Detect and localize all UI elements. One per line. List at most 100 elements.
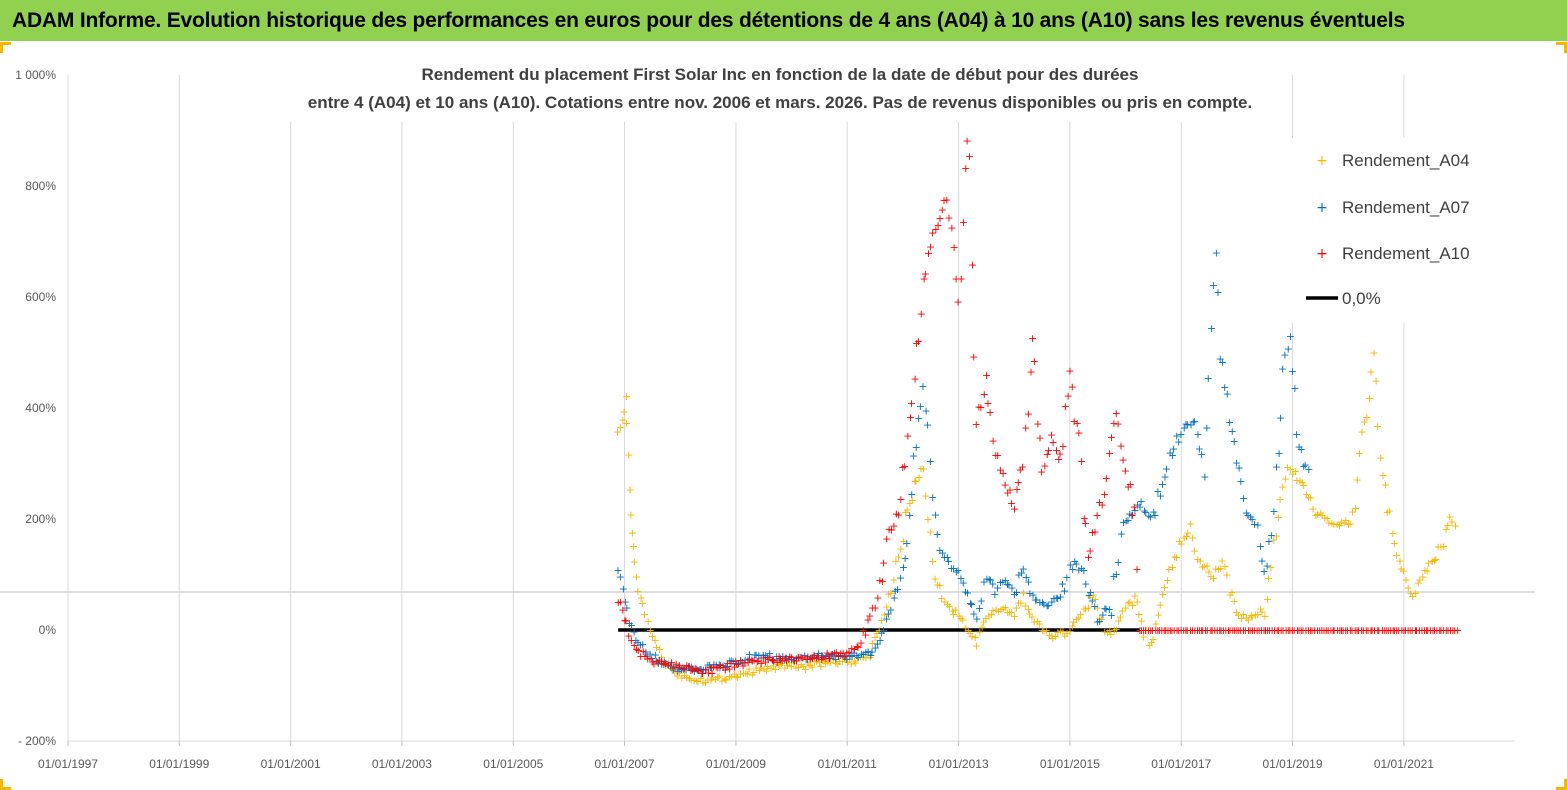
data-point: + [1084,589,1093,602]
data-point: + [660,655,669,668]
data-point: + [1206,570,1215,583]
data-point: + [696,672,705,685]
data-point: + [769,653,778,666]
data-point: + [787,651,796,664]
data-point: + [986,406,995,419]
data-point: + [852,640,861,653]
data-point: + [1213,286,1222,299]
data-point: + [1176,428,1185,441]
data-point: + [1047,428,1056,441]
data-point: + [1097,613,1106,626]
data-point: + [625,617,634,630]
data-point: + [1215,624,1224,637]
data-point: + [896,543,905,556]
data-point: + [1367,624,1376,637]
data-point: + [787,660,796,673]
data-point: + [882,600,891,613]
data-point: + [1292,428,1301,441]
data-point: + [1005,484,1014,497]
x-tick-label: 01/01/2017 [1151,757,1211,771]
data-point: + [945,600,954,613]
data-point: + [1260,610,1269,623]
data-point: + [1242,612,1251,625]
data-point: + [1232,456,1241,469]
data-point: + [1385,504,1394,517]
data-point: + [1119,516,1128,529]
data-point: + [622,390,631,403]
data-point: + [988,604,997,617]
data-point: + [655,654,664,667]
data-point: + [1040,460,1049,473]
data-point: + [1016,596,1025,609]
data-point: + [1180,531,1189,544]
data-point: + [1302,488,1311,501]
data-point: + [1195,442,1204,455]
data-point: + [1431,553,1440,566]
data-point: + [990,588,999,601]
data-point: + [748,668,757,681]
data-point: + [636,638,645,651]
data-point: + [1024,408,1033,421]
data-point: + [1414,577,1423,590]
data-point: + [1019,586,1028,599]
data-point: + [833,658,842,671]
data-point: + [808,651,817,664]
data-point: + [933,219,942,232]
data-point: + [962,135,971,148]
data-point: + [686,674,695,687]
data-point: + [789,653,798,666]
data-point: + [801,663,810,676]
data-point: + [769,654,778,667]
data-point: + [1140,504,1149,517]
data-point: + [940,595,949,608]
data-point: + [1064,389,1073,402]
data-point: + [940,551,949,564]
data-point: + [1339,624,1348,637]
data-point: + [1141,624,1150,637]
data-point: + [1282,624,1291,637]
data-point: + [1039,598,1048,611]
data-point: + [1193,428,1202,441]
data-point: + [1062,627,1071,640]
data-point: + [1225,588,1234,601]
data-point: + [1105,624,1114,637]
data-point: + [884,588,893,601]
data-point: + [1317,624,1326,637]
data-point: + [669,661,678,674]
data-point: + [1234,609,1243,622]
data-point: + [1062,571,1071,584]
data-point: + [810,649,819,662]
data-point: + [1077,455,1086,468]
data-point: + [653,656,662,669]
data-point: + [1135,624,1144,637]
data-point: + [859,624,868,637]
data-point: + [1250,624,1259,637]
data-point: + [943,598,952,611]
data-point: + [765,651,774,664]
data-point: + [1098,499,1107,512]
data-point: + [1181,624,1190,637]
data-point: + [698,676,707,689]
data-point: + [1119,454,1128,467]
data-point: + [1010,610,1019,623]
data-point: + [1102,472,1111,485]
data-point: + [680,669,689,682]
data-point: + [675,662,684,675]
data-point: + [1161,624,1170,637]
data-point: + [1144,624,1153,637]
data-point: + [933,528,942,541]
legend-swatch: + [1316,153,1328,169]
data-point: + [1196,555,1205,568]
data-point: + [1172,624,1181,637]
data-point: + [1253,608,1262,621]
data-point: + [918,380,927,393]
data-point: + [1089,589,1098,602]
data-point: + [761,656,770,669]
data-point: + [679,663,688,676]
data-point: + [616,571,625,584]
data-point: + [1288,624,1297,637]
data-point: + [1197,448,1206,461]
data-point: + [661,657,670,670]
data-point: + [690,674,699,687]
data-point: + [781,652,790,665]
